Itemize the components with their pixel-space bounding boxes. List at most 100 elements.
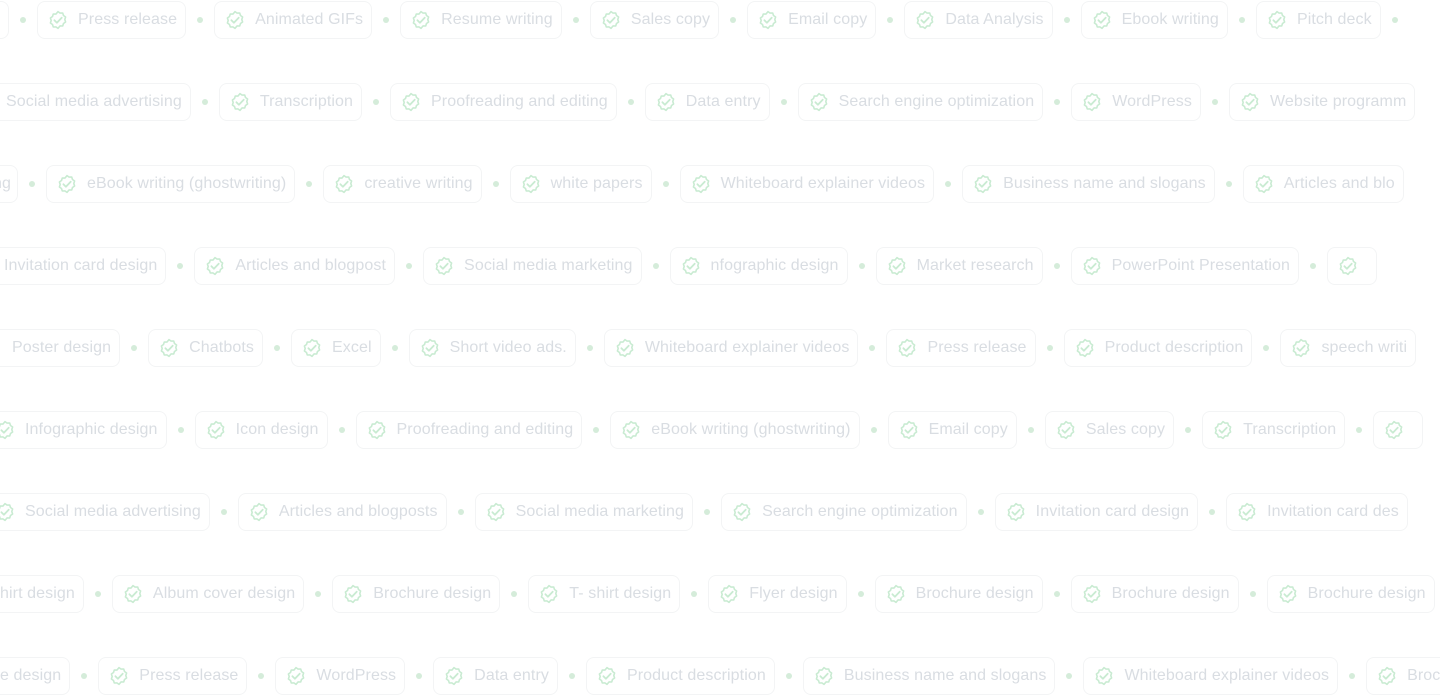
skill-chip-label: Sales copy <box>1085 421 1166 438</box>
skill-chip-label: Press release <box>139 667 239 684</box>
check-badge-icon <box>48 10 68 30</box>
skill-chip-label: Invitation card design <box>1035 503 1190 520</box>
skill-chip: Invitation card design <box>994 493 1199 531</box>
check-badge-icon <box>249 502 269 522</box>
skill-chip-label: Market research <box>916 257 1034 274</box>
check-badge-icon <box>897 338 917 358</box>
check-badge-icon <box>159 338 179 358</box>
skill-chip: Brochure design <box>874 575 1043 613</box>
skill-chip-label: creative writing <box>364 175 473 192</box>
skill-chip: Brochure design <box>1266 575 1435 613</box>
check-badge-icon <box>732 502 752 522</box>
check-badge-icon <box>915 10 935 30</box>
skill-chip: Articles and blo <box>1242 165 1404 203</box>
skill-chip: Market research <box>875 247 1043 285</box>
check-badge-icon <box>1240 92 1260 112</box>
skill-chip-label: Whiteboard explainer videos <box>644 339 850 356</box>
check-badge-icon <box>444 666 464 686</box>
separator-dot <box>1211 99 1218 105</box>
marquee-row: hirt design Album cover design Brochure … <box>0 574 1435 614</box>
separator-dot <box>220 509 227 515</box>
skill-chip-label: Broc <box>1407 667 1440 684</box>
check-badge-icon <box>1094 666 1114 686</box>
skill-chip: Business name and slogans <box>962 165 1215 203</box>
marquee-row: Infographic design Icon design Proofread… <box>0 410 1424 450</box>
skill-chip-label: Articles and blo <box>1283 175 1395 192</box>
skill-chip-label: Email copy <box>928 421 1008 438</box>
skill-chip-label: WordPress <box>1112 93 1192 110</box>
separator-dot <box>858 263 865 269</box>
check-badge-icon <box>621 420 641 440</box>
separator-dot <box>572 17 579 23</box>
skill-chip-label: Animated GIFs <box>255 11 364 28</box>
skill-chip: Social media advertising <box>0 493 210 531</box>
check-badge-icon <box>758 10 778 30</box>
separator-dot <box>1027 427 1034 433</box>
separator-dot <box>1349 673 1356 679</box>
check-badge-icon <box>681 256 701 276</box>
check-badge-icon <box>420 338 440 358</box>
separator-dot <box>977 509 984 515</box>
skill-chip: Email copy <box>887 411 1017 449</box>
check-badge-icon <box>1254 174 1274 194</box>
skill-chip-label: Flyer design <box>749 585 838 602</box>
skill-chip: Email copy <box>747 1 877 39</box>
skill-chip-label: Search engine optimization <box>762 503 958 520</box>
skill-chip: Social media advertising <box>0 83 191 121</box>
separator-dot <box>1209 509 1216 515</box>
separator-dot <box>662 181 669 187</box>
skill-chip: Whiteboard explainer videos <box>603 329 859 367</box>
skill-chip-label: Product description <box>626 667 766 684</box>
check-badge-icon <box>57 174 77 194</box>
skill-chip-label: Social media marketing <box>515 503 685 520</box>
check-badge-icon <box>1377 666 1397 686</box>
skill-chip-label: Website programm <box>1269 93 1407 110</box>
check-badge-icon <box>1338 256 1358 276</box>
skill-chip: eBook writing (ghostwriting) <box>46 165 296 203</box>
skill-chip-label: PowerPoint Presentation <box>1111 257 1291 274</box>
skill-chip-label: Brochure design <box>915 585 1034 602</box>
separator-dot <box>870 427 877 433</box>
skill-chip-partial: ng <box>0 165 18 203</box>
skill-chip: Search engine optimization <box>797 83 1044 121</box>
skill-chip: Data entry <box>644 83 770 121</box>
check-badge-icon <box>0 420 15 440</box>
separator-dot <box>177 263 184 269</box>
check-badge-icon <box>601 10 621 30</box>
skill-chip-label: Invitation card design <box>4 257 158 274</box>
separator-dot <box>1238 17 1245 23</box>
separator-dot <box>730 17 737 23</box>
separator-dot <box>593 427 600 433</box>
marquee-row: e design Press release WordPress Data en… <box>0 656 1440 696</box>
skill-chip: Social media marketing <box>423 247 642 285</box>
skill-chip: Whiteboard explainer videos <box>679 165 935 203</box>
skill-chip: WordPress <box>275 657 406 695</box>
separator-dot <box>315 591 322 597</box>
skill-chip-label: Invitation card des <box>1267 503 1399 520</box>
skill-chip-label: Brochure design <box>373 585 492 602</box>
skill-chip-label: Pitch deck <box>1296 11 1372 28</box>
separator-dot <box>416 673 423 679</box>
separator-dot <box>1225 181 1232 187</box>
check-badge-icon <box>367 420 387 440</box>
separator-dot <box>20 17 26 23</box>
separator-dot <box>1054 99 1061 105</box>
separator-dot <box>627 99 634 105</box>
separator-dot <box>373 99 380 105</box>
check-badge-icon <box>539 584 559 604</box>
skill-chip: Chatbots <box>148 329 263 367</box>
separator-dot <box>785 673 792 679</box>
check-badge-icon <box>1267 10 1287 30</box>
skill-chip: WordPress <box>1071 83 1201 121</box>
skill-chip-label: Resume writing <box>441 11 553 28</box>
skill-chip: Brochure design <box>332 575 501 613</box>
skill-chip-label: Social media advertising <box>25 503 201 520</box>
separator-dot <box>1066 673 1073 679</box>
skill-chip-label: eBook writing (ghostwriting) <box>87 175 287 192</box>
separator-dot <box>273 345 280 351</box>
skill-chip: Data entry <box>433 657 558 695</box>
check-badge-icon <box>109 666 129 686</box>
marquee-row: Poster design Chatbots Excel Short video… <box>0 328 1417 368</box>
skill-chip: Transcription <box>218 83 363 121</box>
separator-dot <box>652 263 659 269</box>
